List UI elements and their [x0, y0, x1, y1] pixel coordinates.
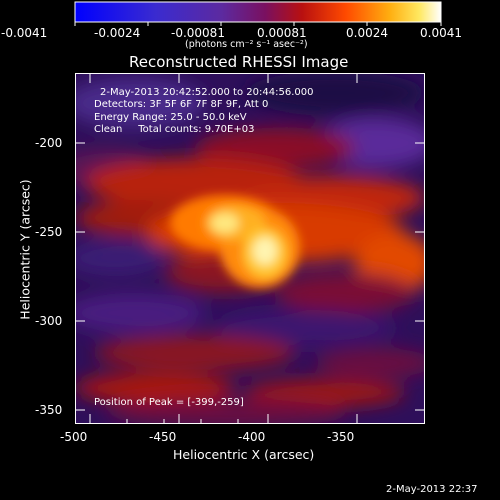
colorbar-tick-label: -0.00081: [171, 26, 225, 40]
detectors-label: Detectors: 3F 5F 6F 7F 8F 9F, Att 0: [94, 99, 269, 110]
time-range-label: 2-May-2013 20:42:52.000 to 20:44:56.000: [100, 87, 314, 98]
x-tick-label: -400: [238, 430, 266, 444]
colorbar-tick-label: -0.0041: [1, 26, 48, 40]
y-tick-label: -200: [35, 136, 63, 150]
colorbar: [74, 1, 442, 26]
colorbar-tick-label: 0.00081: [257, 26, 307, 40]
colorbar-tick-label: 0.0024: [346, 26, 388, 40]
y-axis-label: Heliocentric Y (arcsec): [17, 179, 33, 320]
y-tick-label: -300: [35, 314, 63, 328]
colorbar-gradient: [74, 1, 442, 23]
x-axis-label: Heliocentric X (arcsec): [173, 447, 315, 462]
footer-timestamp: 2-May-2013 22:37: [386, 484, 478, 495]
rhessi-image: [75, 73, 425, 424]
x-tick-label: -450: [149, 430, 177, 444]
page-title: Reconstructed RHESSI Image: [129, 53, 349, 71]
plot-frame: [75, 73, 425, 424]
colorbar-tick-label: -0.0024: [94, 26, 141, 40]
y-tick-label: -250: [35, 225, 63, 239]
colorbar-units-label: (photons cm⁻² s⁻¹ asec⁻²): [185, 39, 308, 50]
x-tick-label: -350: [327, 430, 355, 444]
clean-counts-label: Clean Total counts: 9.70E+03: [94, 124, 255, 135]
x-tick-label: -500: [60, 430, 88, 444]
energy-range-label: Energy Range: 25.0 - 50.0 keV: [94, 112, 247, 123]
peak-position-label: Position of Peak = [-399,-259]: [94, 397, 244, 408]
y-tick-label: -350: [35, 403, 63, 417]
colorbar-tick-label: 0.0041: [420, 26, 462, 40]
